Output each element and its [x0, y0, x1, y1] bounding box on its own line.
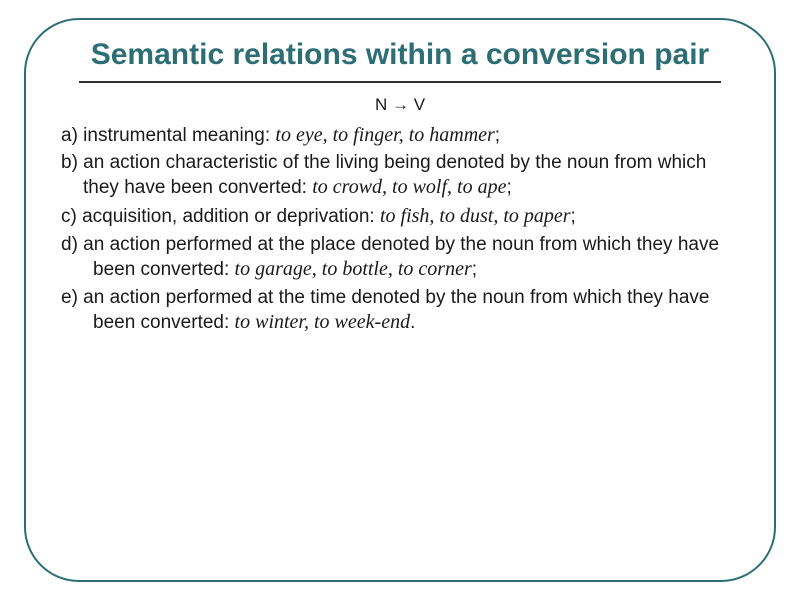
item-b-em: to crowd, to wolf, to ape: [312, 176, 506, 198]
item-a-tail: ;: [495, 125, 500, 146]
title-rule: [79, 81, 721, 83]
item-d-tail: ;: [472, 259, 477, 280]
item-e-em: to winter, to week-end: [235, 311, 411, 333]
item-e: e) an action performed at the time denot…: [61, 286, 739, 336]
item-b-tail: ;: [506, 177, 511, 198]
item-d: d) an action performed at the place deno…: [61, 233, 739, 283]
formula: N → V: [61, 95, 739, 115]
item-c-lead: c) acquisition, addition or deprivation:: [61, 206, 380, 227]
item-a-em: to eye, to finger, to hammer: [275, 124, 494, 146]
item-c-tail: ;: [571, 206, 576, 227]
item-b: b) an action characteristic of the livin…: [61, 151, 739, 201]
item-e-tail: .: [410, 312, 415, 333]
item-c: c) acquisition, addition or deprivation:…: [61, 204, 739, 230]
slide-frame: Semantic relations within a conversion p…: [24, 18, 776, 582]
item-d-em: to garage, to bottle, to corner: [235, 258, 472, 280]
content-body: a) instrumental meaning: to eye, to fing…: [61, 123, 739, 336]
item-c-em: to fish, to dust, to paper: [380, 205, 571, 227]
item-a: a) instrumental meaning: to eye, to fing…: [61, 123, 739, 149]
item-a-lead: a) instrumental meaning:: [61, 125, 275, 146]
slide-title: Semantic relations within a conversion p…: [61, 38, 739, 73]
